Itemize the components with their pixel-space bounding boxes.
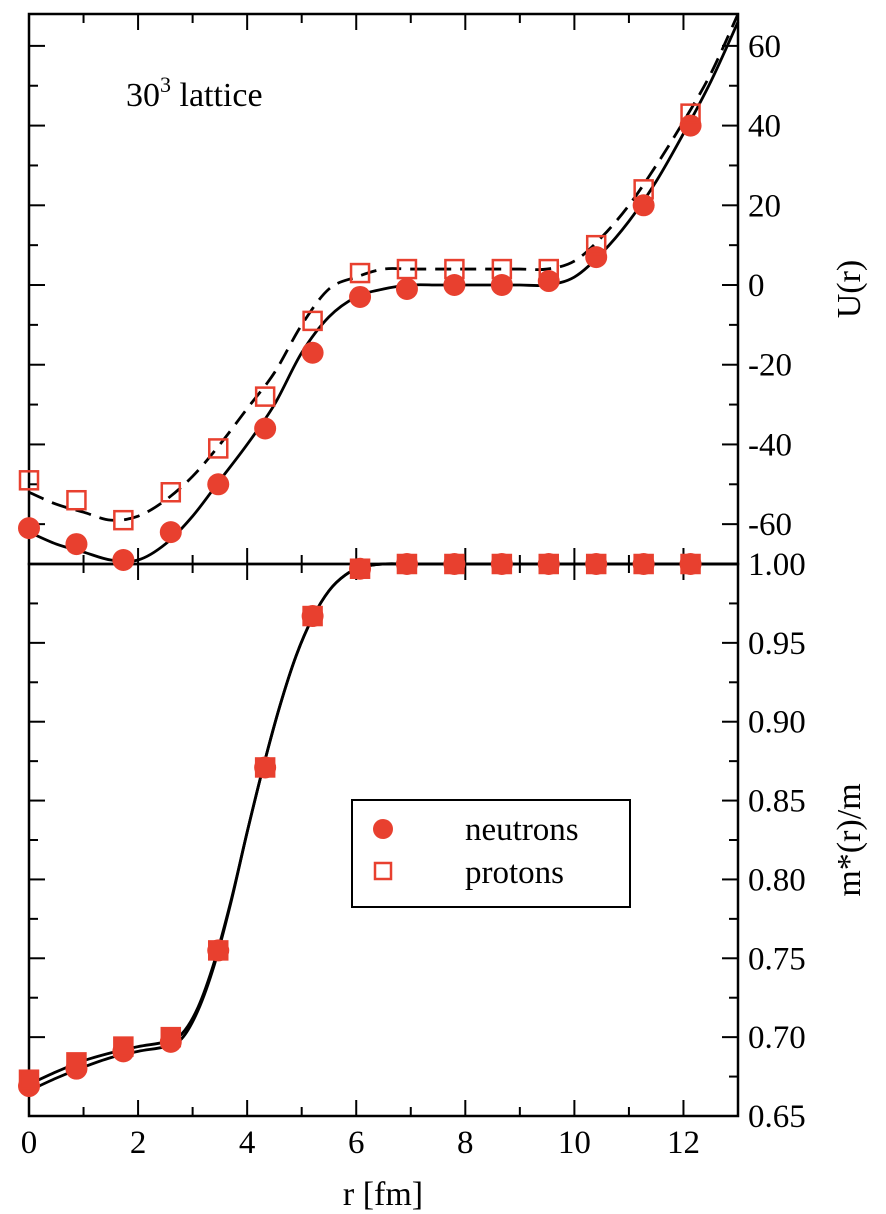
top-proton-point [66,489,87,511]
bottom-proton-point [444,553,465,575]
top-proton-point [349,262,371,284]
legend-box [351,799,631,908]
bottom-proton-point [396,553,418,575]
top-proton-point [538,258,560,280]
top-neutron-point [632,194,655,217]
top-proton-point [254,386,276,407]
bottom-ylabel: m*(r)/m [831,783,868,896]
top-ytick-label: 60 [748,29,781,65]
top-neutron-point [112,549,135,572]
top-proton-point [18,470,40,491]
top-proton-point [633,179,654,200]
lattice-annotation-base: 30 [126,77,160,114]
top-neutron-point [679,114,702,137]
top-neutron-point [301,341,324,364]
lattice-annotation-sup: 3 [160,72,171,97]
top-ytick-label: -20 [748,348,792,384]
top-ytick-label: 0 [748,268,765,304]
bottom-ytick-label: 0.85 [748,784,806,820]
top-proton-point [491,258,513,280]
xtick-label: 2 [130,1125,147,1161]
top-panel-curves [28,13,740,563]
top-ytick-label: -60 [748,507,792,543]
lattice-annotation: 303 lattice [126,72,263,114]
top-neutron-point [349,285,372,308]
bottom-ytick-label: 0.70 [748,1020,806,1056]
legend-neutrons-marker [373,819,393,839]
top-neutron-point [159,521,182,544]
legend-protons-marker [373,861,393,881]
bottom-proton-point [302,605,323,627]
bottom-ytick-label: 0.65 [748,1099,806,1135]
top-proton-point [585,234,607,256]
bottom-proton-point [66,1052,87,1073]
bottom-proton-point [160,1026,182,1048]
bottom-proton-point [18,1069,40,1090]
xtick-label: 10 [558,1125,591,1161]
xtick-label: 8 [457,1125,474,1161]
bottom-proton-point [113,1036,134,1057]
top-neutron-point [490,274,513,297]
top-ytick-label: 20 [748,188,781,224]
bottom-ytick-label: 0.75 [748,941,806,977]
xtick-label: 6 [348,1125,365,1161]
top-ytick-label: 40 [748,109,781,145]
bottom-proton-point [491,553,513,575]
top-neutron-point [537,270,560,293]
lattice-annotation-text: lattice [171,77,263,114]
bottom-proton-point [538,553,560,575]
top-curve-solid [28,21,740,563]
bottom-proton-point [585,553,607,575]
top-neutron-point [18,517,40,540]
top-neutron-point [254,417,277,440]
xtick-label: 12 [667,1125,700,1161]
bottom-proton-point [680,553,701,575]
bottom-panel-markers [18,553,702,1098]
legend-protons-label: protons [465,855,564,891]
top-proton-point [207,438,229,459]
top-neutron-point [443,274,466,297]
top-proton-point [113,509,134,531]
legend-neutrons-label: neutrons [465,812,579,848]
bottom-ytick-label: 1.00 [748,547,806,583]
bottom-proton-point [254,757,276,778]
top-proton-point [302,310,323,332]
legend: neutrons protons [351,799,631,908]
xtick-label: 4 [239,1125,256,1161]
xlabel: r [fm] [343,1176,423,1213]
xtick-labels: 0 2 4 6 8 10 12 [21,1125,700,1161]
bottom-ytick-label: 0.95 [748,626,806,662]
top-curve-dashed [28,13,740,522]
top-ytick-label: -40 [748,427,792,463]
top-neutron-point [585,246,608,269]
bottom-panel-ytick-labels: 0.65 0.70 0.75 0.80 0.85 0.90 0.95 1.00 [748,547,806,1135]
bottom-ytick-label: 0.90 [748,705,806,741]
top-proton-point [444,258,465,280]
top-ylabel: U(r) [831,260,868,319]
top-proton-point [680,103,701,124]
top-proton-point [160,482,182,503]
top-neutron-point [207,473,230,496]
top-neutron-point [65,533,88,556]
bottom-proton-point [349,558,371,579]
bottom-proton-point [633,553,654,575]
top-panel-ytick-labels: -60 -40 -20 0 20 40 60 [748,29,792,543]
top-proton-point [396,258,418,280]
xtick-label: 0 [21,1125,38,1161]
top-panel-markers [18,103,702,572]
bottom-proton-point [207,940,229,961]
bottom-panel-ticks [29,564,738,1116]
top-neutron-point [395,278,418,300]
bottom-ytick-label: 0.80 [748,862,806,898]
